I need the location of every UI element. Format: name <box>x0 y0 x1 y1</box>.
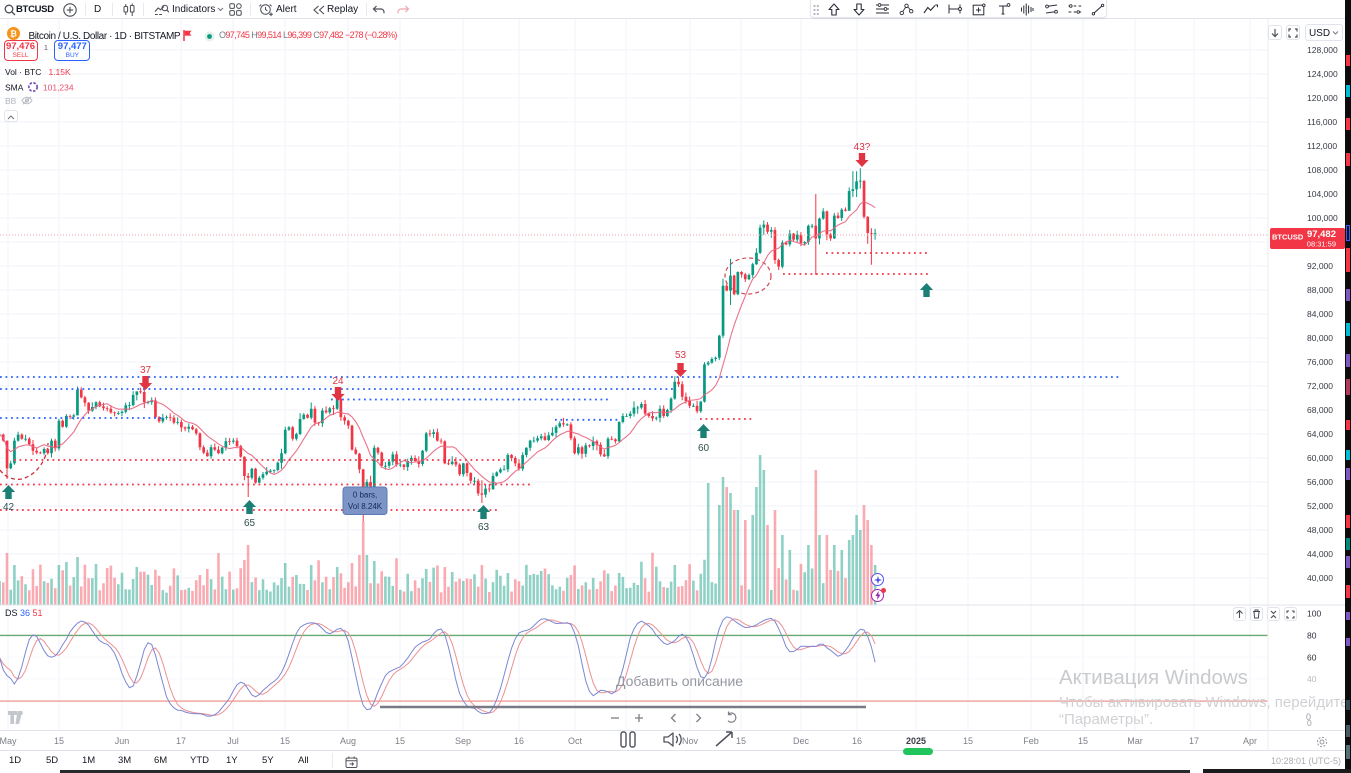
svg-text:53: 53 <box>675 350 687 361</box>
svg-text:15: 15 <box>963 736 973 746</box>
svg-text:60: 60 <box>698 443 710 454</box>
svg-text:43?: 43? <box>854 142 871 153</box>
svg-text:42: 42 <box>3 502 15 513</box>
svg-text:40: 40 <box>1307 674 1317 684</box>
svg-text:72,000: 72,000 <box>1307 381 1333 391</box>
svg-text:84,000: 84,000 <box>1307 309 1333 319</box>
svg-text:68,000: 68,000 <box>1307 405 1333 415</box>
svg-text:Sep: Sep <box>455 736 471 746</box>
svg-text:0 bars,: 0 bars, <box>353 491 377 500</box>
svg-text:112,000: 112,000 <box>1307 141 1337 151</box>
svg-text:15: 15 <box>395 736 405 746</box>
svg-text:128,000: 128,000 <box>1307 45 1338 55</box>
svg-text:116,000: 116,000 <box>1307 117 1337 127</box>
svg-text:₿: ₿ <box>10 29 17 39</box>
svg-text:Aug: Aug <box>340 736 356 746</box>
svg-text:Jun: Jun <box>115 736 130 746</box>
svg-text:15: 15 <box>280 736 290 746</box>
svg-text:80: 80 <box>1307 630 1317 640</box>
svg-text:Mar: Mar <box>1127 736 1143 746</box>
svg-text:97,482: 97,482 <box>1307 229 1336 240</box>
svg-text:92,000: 92,000 <box>1307 261 1333 271</box>
svg-text:Feb: Feb <box>1023 736 1039 746</box>
svg-text:100: 100 <box>1307 609 1321 619</box>
svg-text:65: 65 <box>244 518 256 529</box>
svg-text:120,000: 120,000 <box>1307 93 1338 103</box>
svg-text:60: 60 <box>1307 652 1317 662</box>
svg-text:15: 15 <box>1078 736 1088 746</box>
svg-text:104,000: 104,000 <box>1307 189 1338 199</box>
svg-text:40,000: 40,000 <box>1307 573 1333 583</box>
svg-text:44,000: 44,000 <box>1307 549 1333 559</box>
svg-text:16: 16 <box>514 736 524 746</box>
svg-text:May: May <box>0 736 17 746</box>
svg-text:15: 15 <box>54 736 64 746</box>
svg-text:76,000: 76,000 <box>1307 357 1333 367</box>
svg-text:Apr: Apr <box>1243 736 1257 746</box>
svg-text:Oct: Oct <box>568 736 583 746</box>
svg-text:64,000: 64,000 <box>1307 429 1333 439</box>
svg-text:88,000: 88,000 <box>1307 285 1333 295</box>
svg-text:17: 17 <box>1189 736 1199 746</box>
svg-text:15: 15 <box>736 736 746 746</box>
svg-text:08:31:59: 08:31:59 <box>1307 240 1336 249</box>
svg-text:BTCUSD: BTCUSD <box>1272 233 1304 242</box>
svg-text:2025: 2025 <box>906 736 926 746</box>
svg-text:24: 24 <box>332 376 344 387</box>
svg-text:60,000: 60,000 <box>1307 453 1333 463</box>
svg-text:80,000: 80,000 <box>1307 333 1333 343</box>
svg-text:48,000: 48,000 <box>1307 525 1333 535</box>
svg-text:Jul: Jul <box>227 736 239 746</box>
svg-text:124,000: 124,000 <box>1307 69 1338 79</box>
svg-text:37: 37 <box>140 365 152 376</box>
svg-text:63: 63 <box>478 522 490 533</box>
svg-text:56,000: 56,000 <box>1307 477 1333 487</box>
svg-text:Nov: Nov <box>682 736 699 746</box>
svg-text:17: 17 <box>176 736 186 746</box>
svg-text:52,000: 52,000 <box>1307 501 1333 511</box>
svg-text:16: 16 <box>852 736 862 746</box>
svg-text:0: 0 <box>1307 718 1312 728</box>
svg-text:Vol 8.24K: Vol 8.24K <box>348 502 383 511</box>
svg-text:108,000: 108,000 <box>1307 165 1338 175</box>
svg-text:Dec: Dec <box>793 736 810 746</box>
svg-text:100,000: 100,000 <box>1307 213 1338 223</box>
